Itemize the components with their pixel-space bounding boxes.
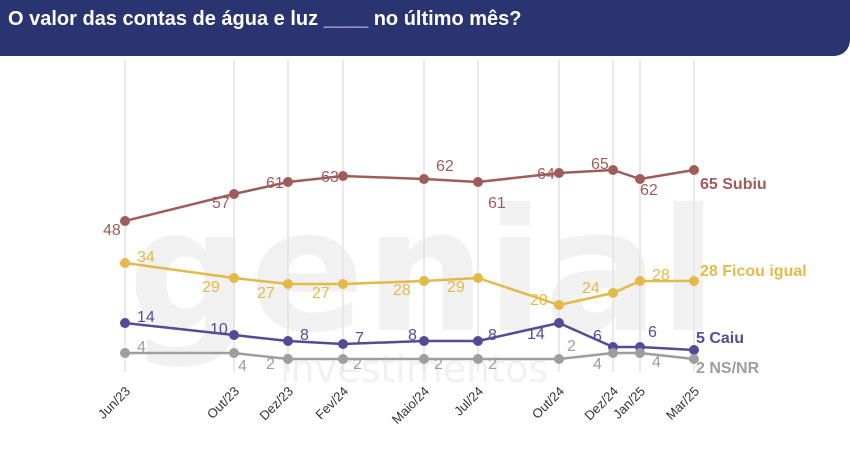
- data-label: 61: [488, 195, 506, 212]
- data-label: 28: [652, 267, 670, 284]
- data-point: [689, 165, 699, 175]
- series-line: [124, 168, 695, 223]
- data-label: 57: [212, 195, 230, 212]
- data-point: [338, 279, 348, 289]
- data-point: [473, 177, 483, 187]
- data-point: [283, 279, 293, 289]
- x-tick-label: Out/23: [204, 384, 242, 422]
- x-tick-label: Mar/25: [663, 384, 702, 423]
- data-point: [473, 354, 483, 364]
- data-label: 6: [648, 324, 657, 341]
- series-line: [124, 321, 695, 352]
- data-point: [608, 288, 618, 298]
- data-label: 61: [266, 175, 284, 192]
- data-point: [635, 348, 645, 358]
- series-line: [124, 261, 694, 307]
- data-point: [120, 348, 130, 358]
- series-line: [125, 351, 695, 361]
- data-label: 2: [353, 356, 362, 373]
- data-point: [120, 318, 130, 328]
- series-ns-nr: 44 2 2 2 224 4 2 NS/NR: [120, 338, 760, 377]
- data-point: [554, 354, 564, 364]
- data-label: 29: [202, 279, 220, 296]
- data-label: 34: [137, 249, 155, 266]
- data-label: 14: [137, 309, 155, 326]
- data-point: [635, 174, 645, 184]
- data-label: 10: [210, 321, 228, 338]
- data-point: [473, 273, 483, 283]
- data-label: 2: [266, 356, 275, 373]
- data-label: 14: [527, 326, 545, 343]
- data-label: 29: [447, 279, 465, 296]
- data-point: [419, 276, 429, 286]
- data-label: 4: [652, 354, 661, 371]
- data-point: [689, 354, 699, 364]
- data-label: 27: [312, 285, 330, 302]
- data-point: [689, 345, 699, 355]
- data-point: [229, 330, 239, 340]
- data-point: [338, 339, 348, 349]
- data-point: [419, 174, 429, 184]
- data-label: 20: [530, 292, 548, 309]
- series-subiu: 48 57 61 63 62 61 64 65 62 65 Subiu: [103, 156, 767, 239]
- data-label: 4: [593, 356, 602, 373]
- data-point: [608, 165, 618, 175]
- data-label: 48: [103, 222, 121, 239]
- data-label: 64: [537, 166, 555, 183]
- data-label: 6: [593, 328, 602, 345]
- data-label: 62: [640, 182, 658, 199]
- x-tick-label: Jun/23: [95, 384, 133, 422]
- data-point: [554, 168, 564, 178]
- header-bar: O valor das contas de água e luz ____ no…: [0, 0, 850, 56]
- data-label: 62: [436, 158, 454, 175]
- data-label: 7: [355, 330, 364, 347]
- data-point: [635, 276, 645, 286]
- series-end-label: 5 Caiu: [696, 330, 744, 347]
- series-end-label: 28 Ficou igual: [700, 263, 807, 280]
- data-label: 27: [257, 285, 275, 302]
- data-point: [419, 354, 429, 364]
- data-point: [229, 273, 239, 283]
- data-label: 8: [300, 327, 309, 344]
- data-point: [473, 336, 483, 346]
- data-point: [608, 348, 618, 358]
- data-label: 4: [137, 339, 146, 356]
- data-label: 8: [408, 327, 417, 344]
- watermark-subtitle: investimentos: [280, 347, 548, 391]
- series-caiu: 14 10 8 7 8 8 14 6 6 5 Caiu: [120, 309, 744, 355]
- data-label: 4: [238, 358, 247, 375]
- data-label: 65: [591, 156, 609, 173]
- data-label: 8: [488, 327, 497, 344]
- data-point: [120, 216, 130, 226]
- data-point: [338, 354, 348, 364]
- data-point: [229, 348, 239, 358]
- chart-title: O valor das contas de água e luz ____ no…: [8, 8, 522, 30]
- data-point: [120, 258, 130, 268]
- data-label: 24: [582, 280, 600, 297]
- data-point: [419, 336, 429, 346]
- data-label: 2: [488, 356, 497, 373]
- series-end-label: 65 Subiu: [700, 176, 767, 193]
- series-end-label: 2 NS/NR: [696, 360, 760, 377]
- data-label: 63: [321, 169, 339, 186]
- data-point: [283, 354, 293, 364]
- data-point: [338, 171, 348, 181]
- data-point: [689, 276, 699, 286]
- data-point: [229, 189, 239, 199]
- data-point: [283, 336, 293, 346]
- data-point: [283, 177, 293, 187]
- data-label: 28: [393, 282, 411, 299]
- data-point: [554, 318, 564, 328]
- data-label: 2: [434, 356, 443, 373]
- series-ficou-igual: 34 29 27 27 28 29 20 24 28 28 Ficou igual: [120, 249, 807, 310]
- data-label: 2: [567, 338, 576, 355]
- x-tick-label: Dez/23: [256, 384, 296, 424]
- data-point: [554, 300, 564, 310]
